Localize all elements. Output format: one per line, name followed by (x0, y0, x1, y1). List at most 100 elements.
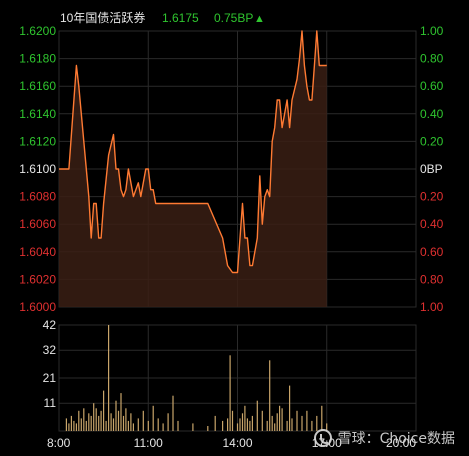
up-arrow-icon: ▲ (254, 13, 265, 25)
volume-bar (296, 410, 298, 431)
volume-bar (316, 415, 318, 431)
bp-tick-label: 1.00 (420, 300, 444, 314)
volume-bar (98, 415, 100, 431)
bp-tick-label: 0.60 (420, 79, 444, 93)
volume-bar (276, 413, 278, 431)
watermark-text: 雪球：Choice数据 (337, 431, 455, 447)
snowball-logo-icon (313, 429, 332, 447)
bp-axis: 1.00 0.80 0.60 0.40 0.20 0BP 0.20 0.40 0.60 0.80 1… (420, 24, 444, 314)
bp-tick-label: 0.40 (420, 217, 444, 231)
time-tick-label: 14:00 (222, 436, 252, 450)
volume-bar (279, 405, 281, 431)
price-tick-label: 1.6120 (19, 134, 56, 148)
volume-bar (85, 420, 87, 431)
volume-bar (227, 418, 229, 431)
bp-tick-label: 1.00 (420, 24, 444, 38)
volume-bar (68, 423, 70, 431)
last-price: 1.6175 (162, 11, 199, 25)
volume-bar (306, 410, 308, 431)
volume-bar (301, 415, 303, 431)
volume-bar (105, 420, 107, 431)
volume-axis: 42 32 21 11 (43, 318, 57, 410)
time-tick-label: 20:00 (386, 436, 416, 450)
volume-tick-label: 11 (44, 396, 57, 410)
volume-bar (65, 418, 67, 431)
volume-bar (108, 325, 110, 431)
bp-tick-label: 0BP (420, 162, 443, 176)
volume-bar (88, 413, 90, 431)
volume-tick-label: 32 (43, 343, 57, 357)
volume-bar (95, 408, 97, 431)
volume-bar (256, 400, 258, 431)
volume-bar (80, 418, 82, 431)
volume-bar (271, 415, 273, 431)
volume-bar (73, 420, 75, 431)
volume-bar (120, 393, 122, 431)
volume-bar (291, 418, 293, 431)
volume-bar (241, 413, 244, 431)
volume-bar (110, 413, 112, 431)
volume-bars (65, 325, 328, 431)
volume-bar (147, 420, 149, 431)
price-tick-label: 1.6060 (19, 217, 56, 231)
volume-bar (244, 405, 246, 431)
volume-bar (130, 413, 132, 431)
volume-bar (207, 426, 209, 431)
volume-bar (90, 415, 92, 431)
price-area-fill (59, 31, 327, 307)
volume-bar (83, 408, 85, 431)
volume-bar (192, 423, 194, 431)
time-tick-label: 11:00 (134, 436, 163, 450)
volume-bar (100, 410, 102, 431)
time-tick-label: 8:00 (47, 436, 71, 450)
volume-bar (229, 355, 231, 431)
volume-bar (266, 420, 268, 431)
volume-bar (286, 420, 288, 431)
volume-bar (172, 395, 174, 431)
volume-bar (321, 405, 323, 431)
volume-bar (326, 423, 328, 431)
bp-tick-label: 0.20 (420, 190, 444, 204)
volume-bar (167, 413, 169, 431)
price-tick-label: 1.6020 (19, 272, 56, 286)
volume-bar (214, 415, 216, 431)
volume-tick-label: 42 (43, 318, 57, 332)
volume-bar (142, 410, 144, 431)
chart-header: 10年国债活跃券 1.6175 0.75BP ▲ (60, 10, 265, 25)
volume-bar (122, 415, 125, 431)
volume-bar (289, 385, 291, 431)
volume-bar (152, 405, 154, 431)
price-axis: 1.6200 1.6180 1.6160 1.6140 1.6120 1.6100 1.60… (19, 24, 56, 314)
price-tick-label: 1.6160 (19, 79, 56, 93)
volume-tick-label: 21 (43, 371, 57, 385)
volume-bar (127, 420, 129, 431)
price-tick-label: 1.6000 (19, 300, 56, 314)
volume-bar (157, 418, 159, 431)
volume-bar (115, 400, 117, 431)
watermark: 雪球：Choice数据 (313, 428, 455, 448)
volume-bar (112, 418, 115, 431)
price-tick-label: 1.6040 (19, 245, 56, 259)
volume-bar (162, 423, 164, 431)
volume-bar (93, 403, 95, 431)
volume-bar (117, 410, 120, 431)
volume-bar (249, 420, 251, 431)
price-tick-label: 1.6180 (19, 52, 56, 66)
bp-tick-label: 0.80 (420, 272, 444, 286)
volume-bar (246, 418, 248, 431)
volume-bar (222, 420, 224, 431)
volume-bar (251, 415, 253, 431)
volume-bar (311, 420, 313, 431)
price-tick-label: 1.6200 (19, 24, 56, 38)
volume-bar (75, 423, 77, 431)
volume-bar (281, 408, 283, 431)
bp-tick-label: 0.20 (420, 134, 444, 148)
volume-bar (269, 360, 271, 431)
price-line (59, 30, 327, 274)
volume-bar (78, 410, 80, 431)
volume-bar (137, 418, 139, 431)
volume-bar (103, 390, 105, 431)
volume-bar (236, 423, 239, 431)
volume-bar (70, 415, 72, 431)
